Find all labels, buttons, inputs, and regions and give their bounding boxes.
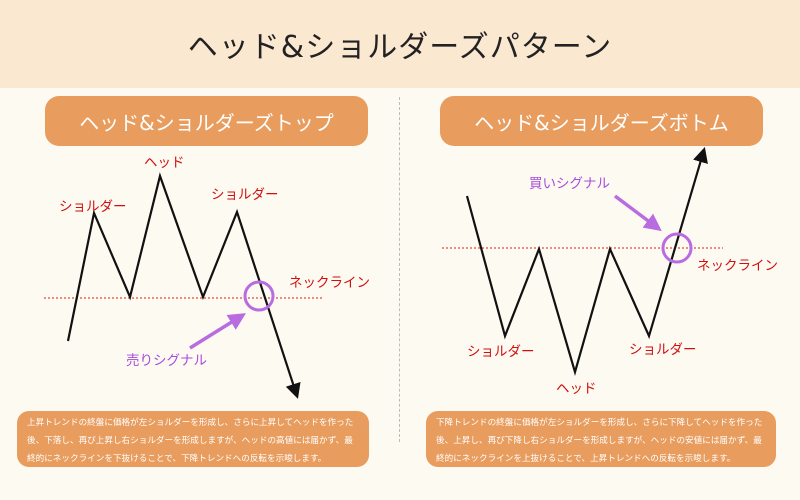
top-right-shoulder-label: ショルダー	[211, 187, 279, 203]
top-left-shoulder-label: ショルダー	[59, 199, 127, 215]
buy-signal-label: 買いシグナル	[529, 176, 610, 192]
page-header: ヘッド&ショルダーズパターン	[0, 0, 800, 88]
bottom-pattern-diagram: 買いシグナル ショルダー ショルダー ヘッド ネックライン	[442, 147, 778, 397]
top-price-line	[66, 172, 301, 399]
bottom-neckline-label: ネックライン	[697, 258, 778, 274]
top-pattern-description: 上昇トレンドの終盤に価格が左ショルダーを形成し、さらに上昇してヘッドを作った後、…	[17, 411, 369, 467]
bottom-pattern-description: 下降トレンドの終盤に価格が左ショルダーを形成し、さらに下降してヘッドを作った後、…	[426, 411, 776, 467]
top-pattern-heading: ヘッド&ショルダーズトップ	[45, 96, 368, 146]
top-neckline-label: ネックライン	[289, 275, 370, 291]
bottom-breakout-circle	[661, 232, 693, 264]
bottom-left-shoulder-label: ショルダー	[467, 344, 535, 360]
bottom-right-shoulder-label: ショルダー	[629, 342, 697, 358]
top-signal-arrow	[189, 313, 246, 350]
bottom-signal-arrow	[613, 194, 662, 232]
bottom-price-line	[465, 147, 708, 376]
bottom-head-label: ヘッド	[556, 381, 597, 397]
top-head-label: ヘッド	[144, 155, 185, 171]
top-pattern-diagram: ヘッド ショルダー ショルダー ネックライン 売りシグナル	[44, 155, 370, 399]
top-breakout-circle	[243, 280, 275, 312]
center-divider	[399, 97, 400, 442]
sell-signal-label: 売りシグナル	[126, 353, 207, 369]
page-title: ヘッド&ショルダーズパターン	[187, 30, 613, 65]
bottom-pattern-heading: ヘッド&ショルダーズボトム	[440, 96, 763, 146]
